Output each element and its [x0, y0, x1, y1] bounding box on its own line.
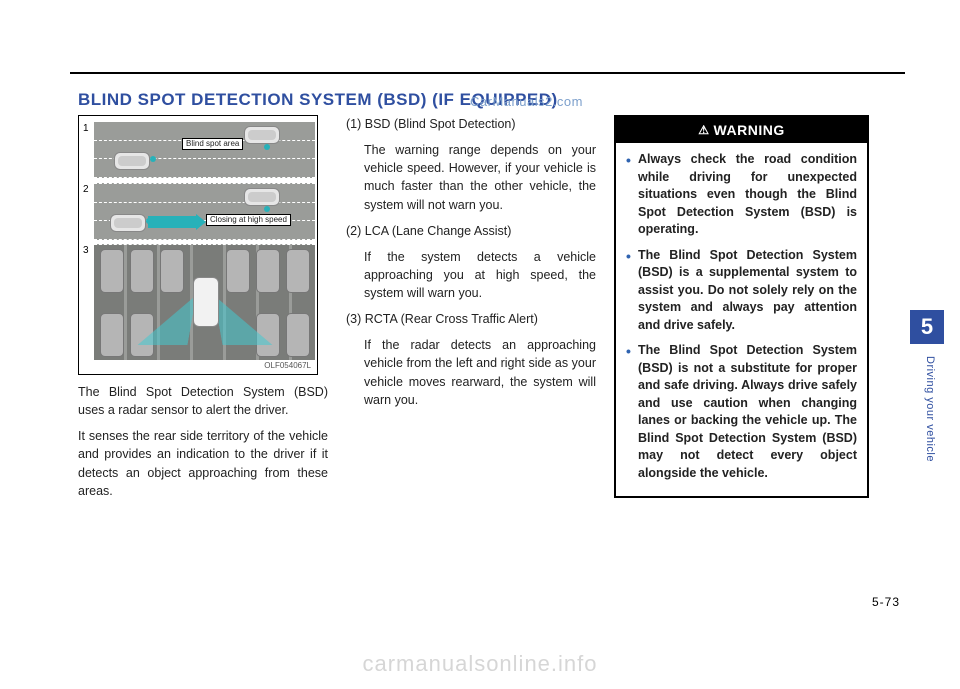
item3-body: If the radar detects an approaching vehi…: [346, 336, 596, 409]
watermark-bottom: carmanualsonline.info: [0, 651, 960, 677]
top-rule: [70, 72, 905, 74]
radar-dot-icon: [264, 206, 270, 212]
item1-body: The warning range depends on your vehicl…: [346, 141, 596, 214]
bsd-diagram: 1 2 3 Blind spot area: [78, 115, 318, 375]
car-icon: [114, 152, 150, 170]
item2-head: (2) LCA (Lane Change Assist): [346, 222, 596, 240]
warning-heading: ⚠ WARNING: [616, 117, 867, 143]
diagram-code: OLF054067L: [262, 360, 313, 372]
diagram-num-1: 1: [83, 122, 89, 137]
chapter-tab: 5: [910, 310, 944, 344]
content-columns: 1 2 3 Blind spot area: [78, 115, 902, 508]
intro-para-2: It senses the rear side territory of the…: [78, 427, 328, 500]
diagram-panel-3: [94, 244, 315, 360]
radar-dot-icon: [150, 156, 156, 162]
item1-head: (1) BSD (Blind Spot Detection): [346, 115, 596, 133]
watermark-top: CarManuals2.com: [470, 94, 583, 109]
diagram-panel-2: Closing at high speed: [94, 183, 315, 240]
diagram-num-3: 3: [83, 244, 89, 259]
warning-bullet-2: The Blind Spot Detection System (BSD) is…: [626, 247, 857, 335]
warning-bullet-1: Always check the road condition while dr…: [626, 151, 857, 239]
chapter-label: Driving your vehicle: [924, 356, 936, 462]
warning-heading-text: WARNING: [714, 122, 785, 138]
warning-bullet-3: The Blind Spot Detection System (BSD) is…: [626, 342, 857, 482]
car-icon: [110, 214, 146, 232]
page-number: 5-73: [872, 595, 900, 609]
item2-body: If the system detects a vehicle approach…: [346, 248, 596, 302]
closing-speed-label: Closing at high speed: [206, 214, 291, 226]
warning-box: ⚠ WARNING Always check the road condition…: [614, 115, 869, 498]
warning-body: Always check the road condition while dr…: [616, 143, 867, 496]
intro-para-1: The Blind Spot Detection System (BSD) us…: [78, 383, 328, 419]
arrow-icon: [148, 216, 198, 228]
car-icon: [244, 188, 280, 206]
manual-page: BLIND SPOT DETECTION SYSTEM (BSD) (IF EQ…: [0, 0, 960, 689]
radar-dot-icon: [264, 144, 270, 150]
item3-head: (3) RCTA (Rear Cross Traffic Alert): [346, 310, 596, 328]
column-right: ⚠ WARNING Always check the road condition…: [614, 115, 864, 508]
car-icon: [244, 126, 280, 144]
blind-spot-label: Blind spot area: [182, 138, 243, 150]
column-left: 1 2 3 Blind spot area: [78, 115, 328, 508]
diagram-panel-1: Blind spot area: [94, 122, 315, 178]
warning-icon: ⚠: [698, 122, 709, 139]
column-middle: (1) BSD (Blind Spot Detection) The warni…: [346, 115, 596, 508]
car-icon: [193, 277, 219, 327]
diagram-num-2: 2: [83, 183, 89, 198]
